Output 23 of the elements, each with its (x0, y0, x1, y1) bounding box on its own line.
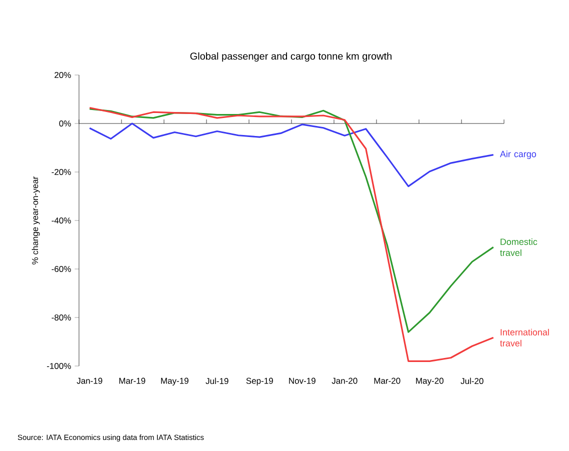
series-label: Domestic travel (500, 238, 538, 256)
y-tick-label: -80% (52, 314, 71, 321)
x-tick-label: Jul-20 (460, 378, 484, 384)
y-tick-label: -40% (52, 218, 71, 224)
series-label: International travel (500, 328, 549, 346)
x-tick-label: Nov-19 (289, 378, 316, 384)
y-tick-label: 0% (59, 120, 71, 127)
x-tick-label: Mar-20 (374, 378, 400, 384)
y-tick-label: -100% (47, 363, 71, 370)
y-tick-label: -60% (52, 266, 71, 272)
line-series (88, 122, 494, 188)
y-axis-title: % change year-on-year (32, 176, 40, 264)
x-tick-label: Jul-19 (206, 378, 228, 384)
x-tick-label: Jan-19 (76, 378, 102, 384)
y-tick-label: -20% (52, 169, 71, 176)
x-tick-label: May-20 (416, 378, 444, 386)
chart-title: Global passenger and cargo tonne km growth (190, 52, 392, 62)
x-tick-label: Jan-20 (332, 378, 358, 384)
series-label: Air cargo (500, 150, 536, 159)
x-tick-label: Sep-19 (246, 378, 273, 386)
x-tick-label: Mar-19 (119, 378, 146, 384)
x-tick-label: May-19 (161, 378, 188, 386)
y-tick-label: 20% (54, 72, 71, 78)
